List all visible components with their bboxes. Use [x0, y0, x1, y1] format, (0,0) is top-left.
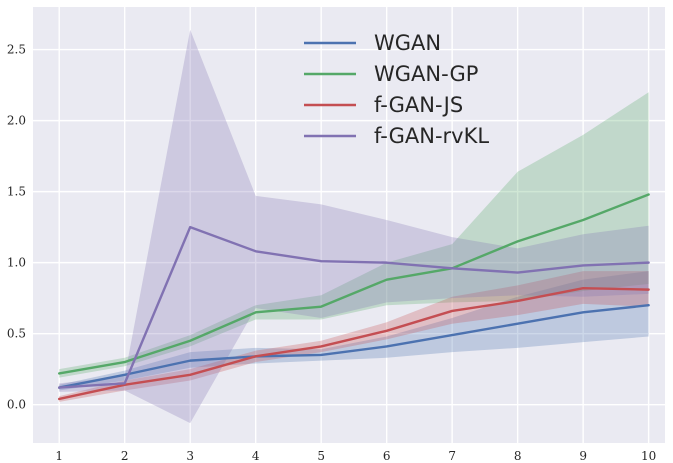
x-tick-label: 5 [317, 449, 325, 463]
x-tick-label: 6 [383, 449, 391, 463]
wgan-gp-line [57, 193, 650, 375]
x-tick-label: 9 [579, 449, 587, 463]
f-gan-rvkl-confidence-band [59, 29, 649, 424]
f-gan-js-legend-label: f-GAN-JS [374, 93, 463, 117]
plot-background [33, 7, 665, 443]
x-tick-label: 10 [641, 449, 656, 463]
y-axis-tick-labels: 0.0 0.5 1.0 1.5 2.0 2.5 [7, 43, 26, 412]
legend: WGAN WGAN-GP f-GAN-JS f-GAN-rvKL [304, 31, 489, 148]
y-tick-label: 0.0 [7, 398, 26, 412]
grid-lines [33, 7, 665, 443]
wgan-gp-confidence-band [59, 92, 649, 378]
y-tick-label: 0.5 [7, 327, 26, 341]
x-tick-label: 8 [514, 449, 522, 463]
f-gan-rvkl-legend-label: f-GAN-rvKL [374, 124, 489, 148]
y-tick-label: 1.0 [7, 256, 26, 270]
y-tick-label: 1.5 [7, 185, 26, 199]
x-tick-label: 1 [55, 449, 63, 463]
x-axis-tick-labels: 1 2 3 4 5 6 7 8 9 10 [55, 449, 656, 463]
wgan-gp-legend-label: WGAN-GP [374, 62, 478, 86]
y-tick-label: 2.5 [7, 43, 26, 57]
series-lines [57, 193, 650, 401]
f-gan-js-line [57, 286, 650, 401]
x-tick-label: 2 [121, 449, 129, 463]
f-gan-rvkl-line [57, 225, 650, 389]
wgan-legend-label: WGAN [374, 31, 441, 55]
wgan-line [57, 304, 650, 389]
x-tick-label: 4 [252, 449, 260, 463]
x-tick-label: 7 [448, 449, 456, 463]
y-tick-label: 2.0 [7, 114, 26, 128]
x-tick-label: 3 [186, 449, 194, 463]
